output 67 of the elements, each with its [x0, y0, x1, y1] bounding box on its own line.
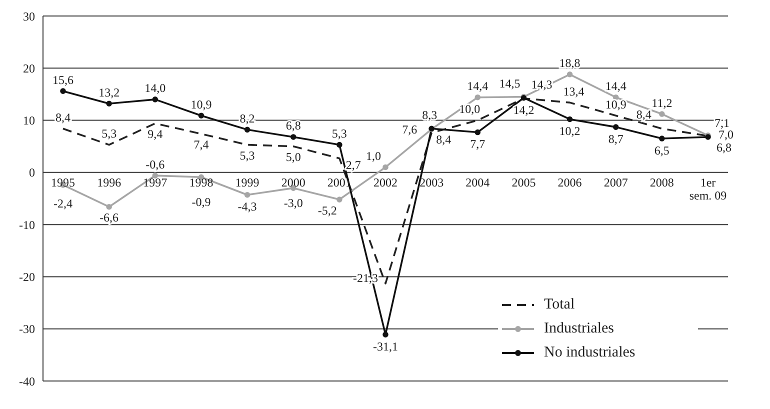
- data-label: -2,4: [54, 196, 72, 211]
- y-tick-label: 0: [29, 166, 35, 180]
- x-tick-label: 1999: [235, 175, 260, 190]
- x-tick-label: 2003: [420, 175, 444, 190]
- x-tick-label: 1996: [97, 175, 122, 190]
- data-label: 18,8: [559, 56, 580, 70]
- data-label: 14,4: [467, 79, 488, 94]
- y-tick-label: -10: [19, 218, 35, 232]
- data-label: 9,4: [148, 127, 163, 142]
- data-label: 10,9: [605, 97, 626, 112]
- data-label: -3,0: [284, 196, 303, 210]
- data-label: -0,9: [192, 194, 211, 209]
- data-label: 7,6: [402, 122, 418, 137]
- data-label: 8,7: [608, 132, 624, 146]
- data-label: 11,2: [652, 96, 672, 110]
- data-label: 7,0: [718, 128, 734, 142]
- y-tick-label: 10: [23, 114, 35, 128]
- data-label: 8,3: [422, 108, 438, 122]
- data-label: 14,5: [499, 76, 520, 91]
- x-tick-label: 1997: [143, 175, 168, 190]
- data-label: 14,3: [531, 78, 552, 92]
- x-tick-label: 2008: [650, 175, 674, 190]
- x-tick-label: 1998: [189, 175, 214, 190]
- data-label: 14,0: [144, 81, 166, 96]
- x-tick-label: 2006: [558, 175, 582, 190]
- data-label: 14,2: [513, 103, 534, 118]
- y-tick-label: 20: [23, 61, 35, 76]
- legend-label: Industriales: [544, 320, 614, 336]
- data-label: 6,8: [716, 140, 732, 155]
- y-tick-label: -40: [19, 374, 35, 388]
- y-tick-label: -30: [19, 322, 35, 336]
- y-tick-label: -20: [19, 270, 35, 284]
- x-tick-label: 2005: [512, 175, 536, 190]
- data-label: 15,6: [52, 72, 74, 87]
- data-label: -4,3: [238, 200, 257, 214]
- data-label: 10,9: [190, 97, 212, 112]
- x-tick-label: 2000: [281, 175, 306, 190]
- data-label: 13,2: [98, 85, 120, 100]
- data-label: 7,7: [470, 137, 486, 152]
- data-label: 7,4: [194, 138, 209, 152]
- data-label: 5,3: [240, 148, 255, 163]
- data-label: 5,3: [332, 126, 347, 141]
- data-label: 6,5: [654, 143, 670, 158]
- data-label: 14,4: [605, 79, 626, 94]
- data-label: 6,8: [286, 118, 301, 133]
- data-label: 13,4: [563, 84, 584, 98]
- x-tick-label: 2004: [466, 175, 490, 190]
- data-label: 5,3: [102, 126, 117, 141]
- x-tick-label: 2002: [374, 175, 398, 190]
- data-label: -31,1: [373, 339, 398, 354]
- x-tick-label: 2007: [604, 175, 628, 190]
- data-label: 8,4: [436, 132, 452, 146]
- data-label: 10,0: [459, 102, 480, 116]
- x-tick-label: 1er sem. 09: [689, 175, 727, 202]
- data-label: -5,2: [318, 203, 337, 218]
- legend-label: Total: [544, 296, 575, 312]
- data-label: 2,7: [346, 158, 361, 172]
- y-tick-label: 30: [23, 9, 35, 24]
- data-label: -6,6: [100, 210, 119, 225]
- data-label: -0,6: [146, 157, 165, 172]
- data-label: 5,0: [286, 150, 301, 164]
- data-label: 1,0: [366, 148, 381, 163]
- x-tick-label: 1995: [51, 175, 75, 190]
- data-label: 8,4: [636, 107, 652, 122]
- data-label: 7,1: [714, 116, 730, 130]
- data-label: 10,2: [559, 124, 580, 138]
- legend-label: No industriales: [544, 344, 636, 360]
